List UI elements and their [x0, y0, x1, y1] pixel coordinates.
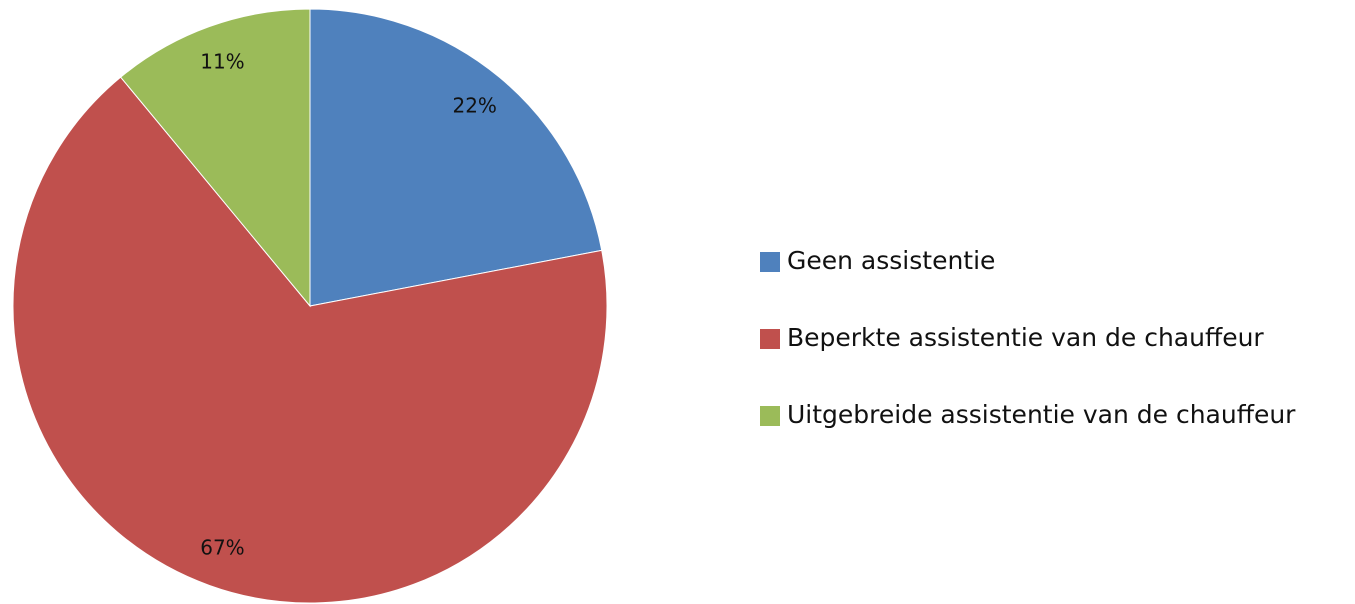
- pie-slice: [309, 8, 603, 307]
- legend-label: Beperkte assistentie van de chauffeur: [787, 323, 1264, 352]
- pie-slice: [12, 76, 608, 604]
- legend-swatch: [760, 406, 780, 426]
- data-label: 11%: [200, 49, 244, 73]
- legend-swatch: [760, 329, 780, 349]
- legend-label: Uitgebreide assistentie van de chauffeur: [787, 400, 1296, 429]
- data-label: 67%: [200, 536, 244, 560]
- pie-slice: [119, 8, 311, 308]
- data-label: 22%: [452, 93, 496, 117]
- legend-swatch: [760, 252, 780, 272]
- legend-label: Geen assistentie: [787, 246, 995, 275]
